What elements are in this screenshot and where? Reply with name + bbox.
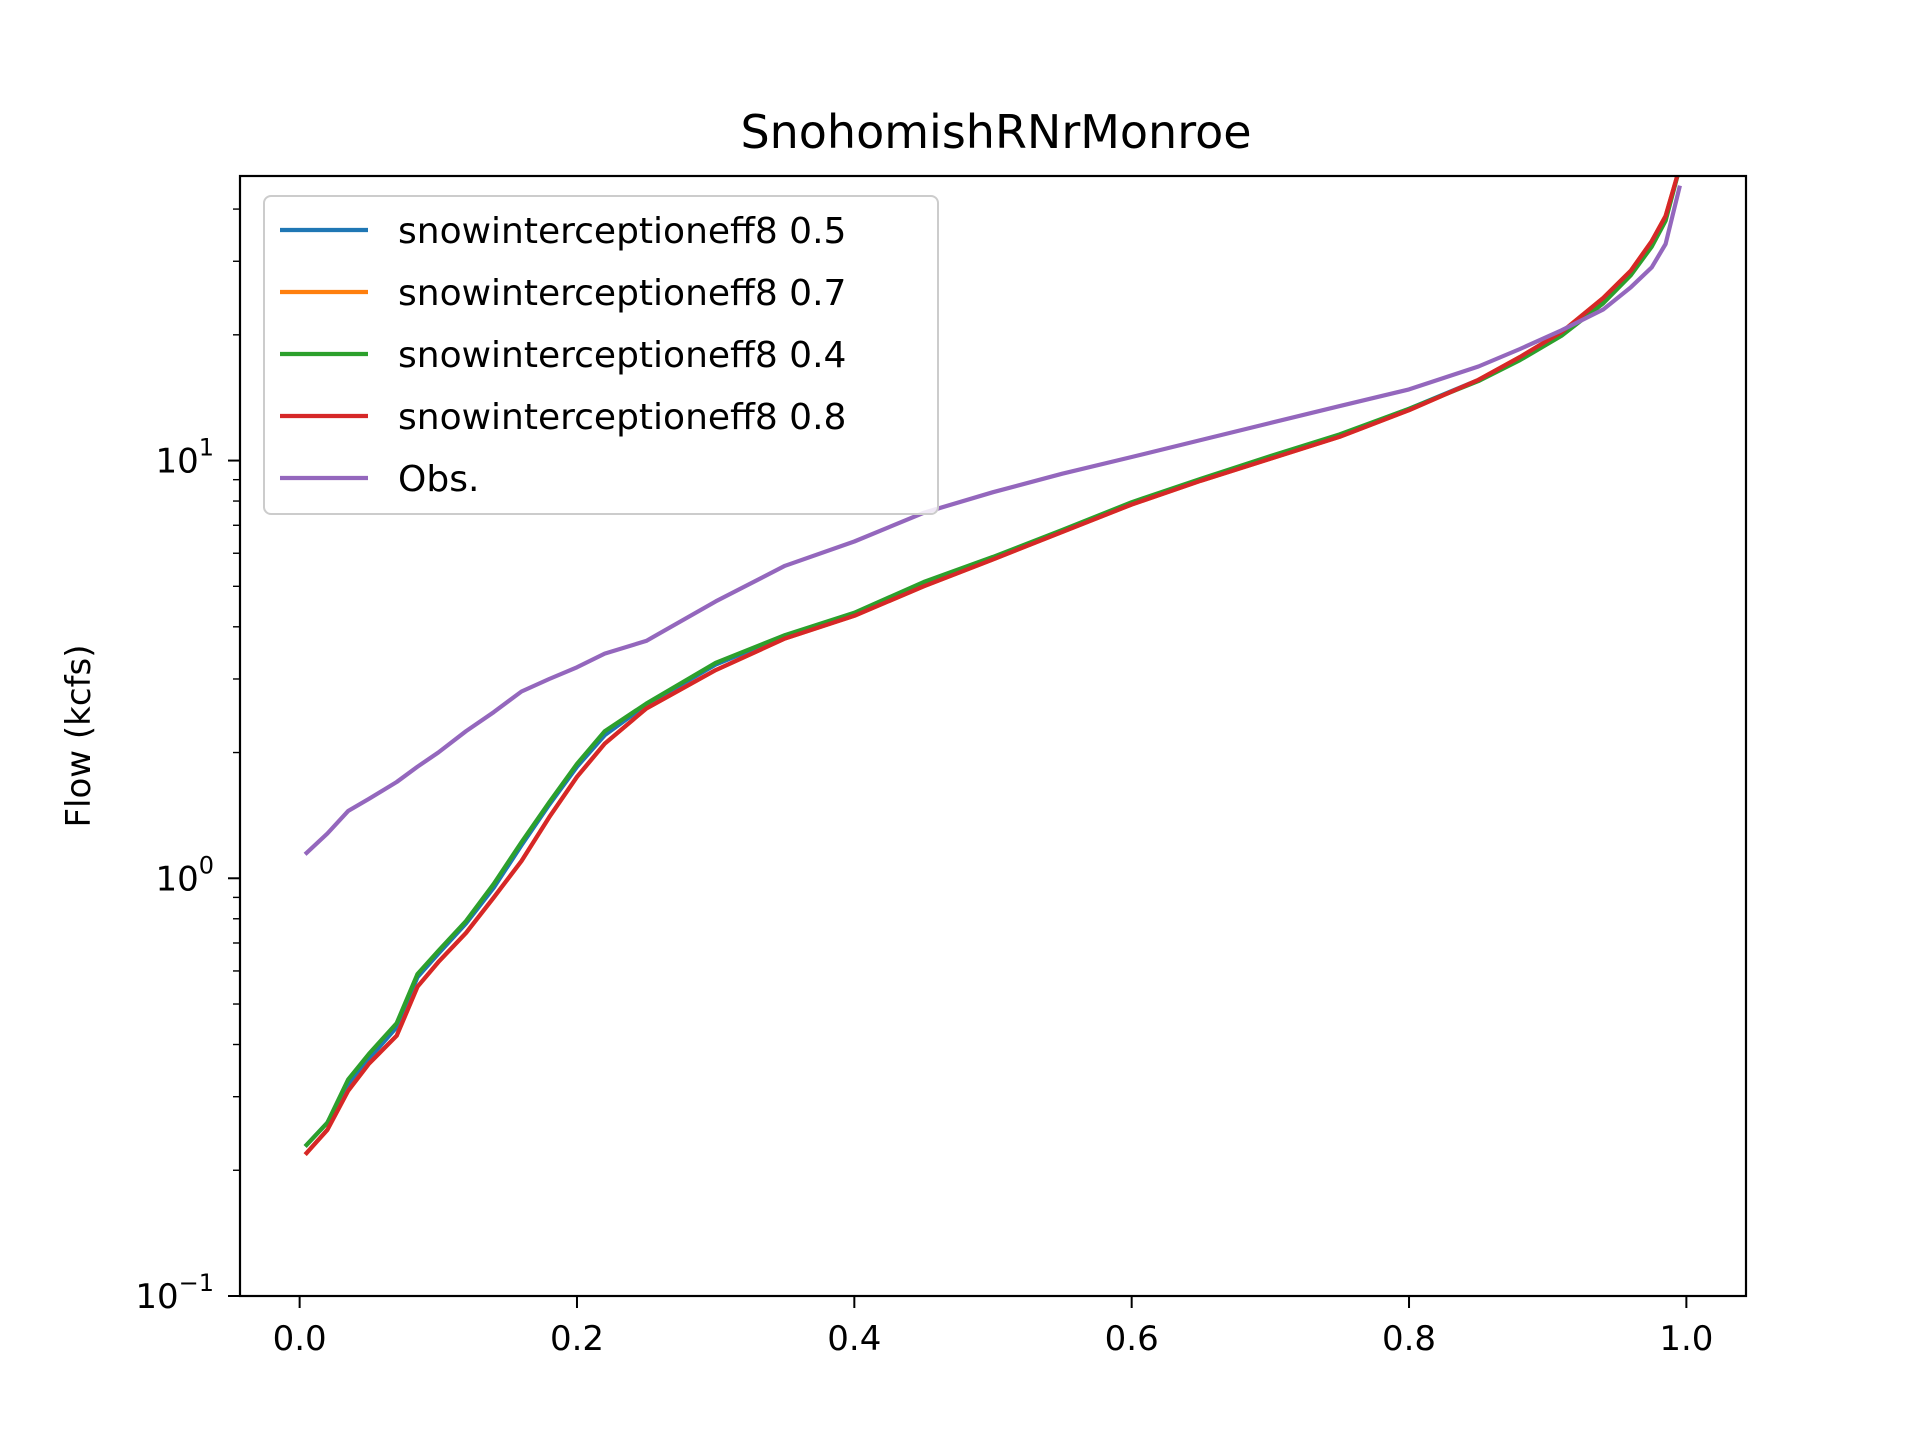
x-tick-label: 0.2: [550, 1319, 604, 1359]
y-tick-label: 100: [155, 851, 214, 899]
y-tick-label: 10−1: [135, 1269, 214, 1317]
series-line-4: [303, 185, 1682, 856]
legend-label-4: Obs.: [398, 459, 479, 500]
x-tick-label: 0.6: [1105, 1319, 1159, 1359]
legend: snowinterceptioneff8 0.5 snowinterception…: [263, 195, 939, 515]
y-axis-label: Flow (kcfs): [59, 644, 99, 827]
x-tick-label: 0.4: [827, 1319, 881, 1359]
series-line-2: [303, 176, 1680, 1148]
y-tick-label: 101: [155, 434, 214, 482]
x-tick-label: 0.8: [1382, 1319, 1436, 1359]
x-tick-label: 0.0: [273, 1319, 327, 1359]
legend-label-0: snowinterceptioneff8 0.5: [398, 211, 846, 252]
legend-label-1: snowinterceptioneff8 0.7: [398, 273, 846, 314]
series-line-3: [303, 176, 1680, 1156]
series-lines: [303, 176, 1682, 1156]
chart-title: SnohomishRNrMonroe: [740, 105, 1251, 159]
legend-label-3: snowinterceptioneff8 0.8: [398, 397, 846, 438]
plot-frame: [238, 174, 1748, 1298]
x-tick-label: 1.0: [1659, 1319, 1713, 1359]
y-axis: 10−1 100 101: [135, 208, 240, 1317]
legend-box: [263, 195, 939, 515]
legend-label-2: snowinterceptioneff8 0.4: [398, 335, 846, 376]
x-axis: 0.0 0.2 0.4 0.6 0.8 1.0: [273, 1296, 1713, 1359]
